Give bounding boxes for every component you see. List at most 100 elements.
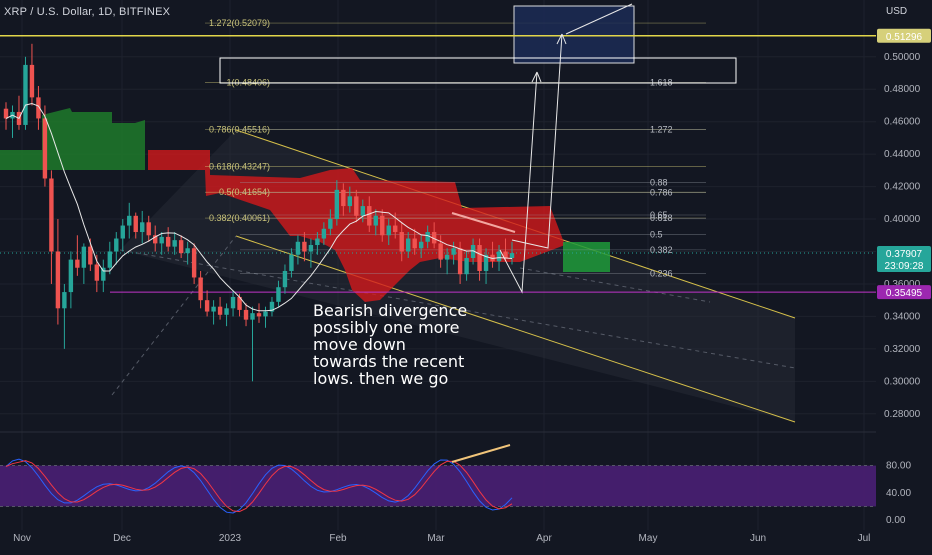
candle-body [36, 97, 41, 119]
x-tick-label: 2023 [219, 533, 242, 544]
x-tick-label: Nov [13, 533, 31, 544]
stoch-tick-label: 80.00 [886, 461, 911, 472]
candle-body [406, 238, 411, 252]
cloud-green-block [0, 108, 145, 170]
candle-body [431, 232, 437, 244]
analysis-annotation: Bearish divergence possibly one more mov… [313, 301, 468, 388]
x-tick-label: Apr [536, 533, 552, 544]
stoch-divergence-line [451, 444, 511, 463]
candle-body [418, 241, 424, 249]
candle-body [23, 64, 28, 125]
candle-body [62, 292, 67, 309]
x-tick-label: Jun [750, 533, 766, 544]
candle-body [165, 236, 171, 247]
candle-body [120, 225, 125, 239]
candle-body [185, 248, 190, 254]
fib-label: 0.618(0.43247) [209, 161, 270, 171]
candle-body [153, 235, 158, 244]
price-badge-timer: 23:09:28 [885, 261, 924, 272]
candle-body [243, 309, 249, 320]
candle-body [256, 313, 262, 317]
candle-body [107, 251, 112, 268]
fib-label-right: 1.272 [650, 125, 673, 135]
cloud-green-projection [563, 242, 610, 272]
price-badge-value: 0.37907 [886, 249, 923, 260]
fib-label-right: 0.236 [650, 268, 673, 278]
candle-body [269, 301, 275, 312]
candle-body [282, 270, 288, 288]
candle-body [470, 245, 476, 258]
candle-body [457, 248, 463, 275]
arrow-path-2 [511, 33, 563, 249]
y-tick-label: 0.32000 [884, 344, 921, 355]
candle-body [3, 108, 9, 119]
fib-label-right: 0.382 [650, 245, 673, 255]
price-divergence-line [451, 212, 516, 233]
candle-body [224, 308, 229, 315]
candle-body [68, 259, 74, 293]
candle-body [29, 64, 35, 98]
stoch-tick-label: 0.00 [886, 515, 906, 526]
candle-body [81, 246, 87, 268]
candle-body [444, 254, 450, 260]
fib-label: 0.382(0.40061) [209, 213, 270, 223]
candle-body [393, 225, 398, 233]
stoch-k-line [5, 458, 513, 514]
candle-body [464, 258, 469, 275]
candle-body [159, 236, 164, 244]
candle-body [94, 264, 100, 281]
candle-body [477, 245, 482, 271]
candle-body [140, 222, 145, 233]
candle-body [42, 118, 48, 179]
candle-body [114, 238, 119, 252]
y-tick-label: 0.50000 [884, 52, 921, 63]
candle-body [198, 277, 203, 301]
candle-body [127, 215, 132, 226]
stoch-d-line [5, 460, 513, 513]
target-box-lower [219, 57, 737, 84]
candle-body [354, 196, 359, 216]
y-tick-label: 0.42000 [884, 182, 921, 193]
candle-body [55, 251, 61, 309]
arrow-head-2a [556, 33, 563, 45]
trend-dashed-line [111, 235, 237, 396]
fib-label-right: 0.65 [650, 210, 668, 220]
axis-currency-label: USD [886, 6, 907, 17]
candle-body [289, 254, 294, 271]
candle-body [308, 245, 314, 252]
candle-body [276, 287, 281, 302]
candle-body [101, 267, 106, 281]
y-tick-label: 0.48000 [884, 84, 921, 95]
arrow-head-1b [536, 71, 542, 83]
candle-body [483, 254, 489, 271]
candle-body [295, 241, 301, 255]
candle-body [509, 253, 515, 258]
candle-body [451, 248, 456, 255]
candle-body [438, 243, 443, 260]
fib-label-right: 0.5 [650, 229, 663, 239]
candle-body [237, 296, 242, 310]
fib-label-right: 0.786 [650, 188, 673, 198]
fib-label: 0.786(0.45516) [209, 125, 270, 135]
candle-body [191, 248, 197, 278]
y-tick-label: 0.46000 [884, 117, 921, 128]
fib-label: 1.272(0.52079) [209, 18, 270, 28]
candle-body [341, 189, 346, 207]
candle-body [360, 206, 365, 216]
candle-body [380, 215, 385, 236]
y-tick-label: 0.36000 [884, 279, 921, 290]
candle-body [321, 228, 327, 239]
candle-body [250, 313, 255, 320]
price-badge-value: 0.51296 [886, 32, 923, 43]
arrow-head-1a [531, 71, 538, 83]
candle-body [425, 232, 430, 242]
candle-body [75, 259, 80, 268]
price-badge [877, 246, 931, 273]
candle-body [367, 206, 372, 226]
arrow-path-1 [499, 71, 538, 294]
x-tick-label: Feb [329, 533, 347, 544]
price-axis: USD0.500000.480000.460000.440000.420000.… [876, 0, 932, 550]
